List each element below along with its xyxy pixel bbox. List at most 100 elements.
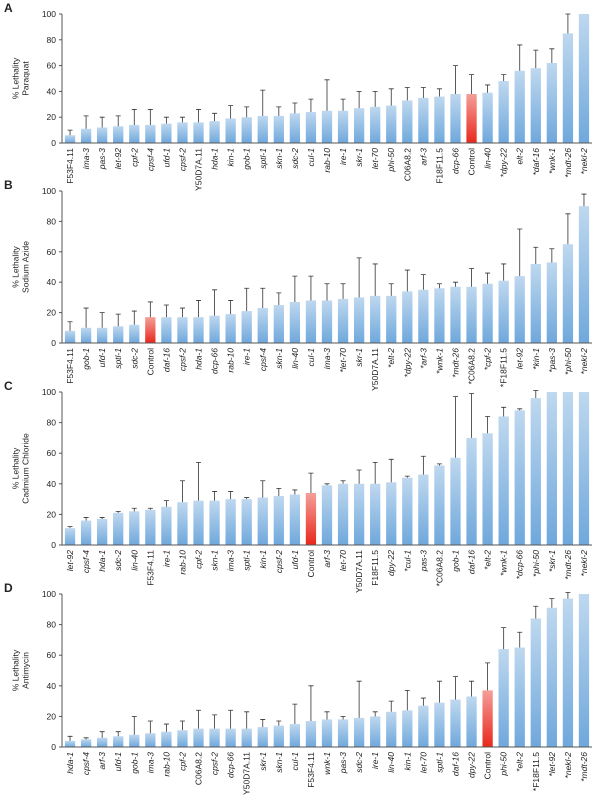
x-tick-label: cul-1 (306, 148, 316, 167)
bar (177, 122, 188, 143)
x-tick-label: rab-10 (177, 550, 187, 575)
bar (161, 123, 172, 143)
x-tick-label: F53F4.11 (65, 148, 75, 184)
error-bar (131, 109, 137, 125)
bar (241, 499, 252, 545)
x-tick-label: pas-3 (97, 148, 107, 171)
x-tick-label: *C06A8.2 (467, 348, 477, 385)
bar (305, 720, 317, 747)
x-tick-label: Control (306, 550, 316, 578)
bar (450, 93, 461, 143)
error-bar (115, 313, 121, 327)
bar (80, 739, 92, 747)
bar (305, 112, 317, 143)
x-tick-label: wnk-1 (322, 752, 332, 775)
bar (209, 315, 220, 343)
error-bar (147, 507, 153, 510)
y-tick-label: 60 (47, 448, 57, 458)
error-bar (212, 714, 218, 729)
x-tick-label: *dcp-66 (515, 550, 525, 580)
x-tick-label: sptl-1 (113, 348, 123, 369)
bar (97, 127, 108, 143)
bar (225, 499, 236, 545)
y-tick-label: 80 (47, 35, 57, 45)
error-bar (517, 228, 523, 277)
bar (370, 716, 381, 747)
bar (113, 126, 124, 143)
x-tick-label: sdc-2 (354, 752, 364, 773)
bar (434, 288, 445, 343)
y-tick-label: 40 (47, 86, 57, 96)
bar (145, 509, 156, 545)
x-tick-label: cpsf-2 (177, 348, 187, 371)
y-axis-title: % Lethality (10, 57, 20, 99)
x-tick-label: ire-1 (370, 752, 380, 769)
bar (434, 96, 445, 143)
bar (257, 727, 268, 747)
x-tick-label: sdc-2 (129, 348, 139, 369)
error-bar (131, 507, 137, 512)
error-bar (99, 116, 105, 128)
x-tick-label: rab-10 (226, 348, 236, 373)
x-tick-label: *let-92 (547, 752, 557, 777)
bar (273, 115, 284, 143)
x-tick-label: skn-1 (274, 752, 284, 773)
bar (225, 314, 236, 343)
error-bar (308, 275, 314, 301)
y-tick-label: 20 (47, 509, 57, 519)
y-tick-label: 80 (47, 620, 57, 630)
x-tick-label: lin-40 (386, 752, 396, 773)
x-tick-label: lin-40 (290, 348, 300, 369)
x-tick-label: ufd-1 (290, 550, 300, 570)
y-axis-title: Sodium Azide (20, 241, 30, 293)
bar (386, 105, 397, 143)
y-tick-label: 0 (51, 742, 56, 752)
bar (337, 719, 349, 747)
error-bar (83, 737, 89, 740)
bar (193, 728, 204, 747)
y-tick-label: 60 (47, 247, 57, 257)
bar (450, 457, 461, 545)
bar (209, 500, 220, 545)
x-tick-label: ufd-1 (113, 752, 123, 772)
error-bar (244, 711, 250, 729)
error-bar (212, 112, 218, 122)
bar (562, 598, 574, 747)
x-tick-label: *wnk-1 (547, 148, 557, 174)
y-tick-label: 40 (47, 681, 57, 691)
x-tick-label: hda-1 (210, 148, 220, 170)
bar (289, 113, 301, 143)
x-tick-label: gob-1 (242, 148, 252, 170)
error-bar (565, 13, 571, 34)
bar (450, 286, 461, 343)
x-tick-label: cpsf-4 (81, 550, 91, 573)
bar (353, 297, 365, 343)
error-bar (99, 312, 105, 328)
error-bar (228, 491, 234, 500)
x-tick-label: C06A8.2 (194, 752, 204, 785)
error-bar (388, 283, 394, 296)
x-tick-label: skr-1 (354, 148, 364, 167)
bar (289, 494, 301, 545)
bar (386, 711, 397, 747)
error-bar (196, 300, 202, 318)
error-bar (324, 79, 330, 111)
x-tick-label: Control (483, 752, 493, 780)
bar (530, 618, 541, 747)
error-bar (99, 731, 105, 738)
x-tick-label: *mdt-26 (563, 148, 573, 178)
y-tick-label: 40 (47, 277, 57, 287)
bar (402, 710, 413, 747)
bar (434, 465, 445, 545)
bar (562, 392, 574, 545)
bar (113, 736, 124, 747)
bar (450, 699, 461, 747)
bar (193, 317, 204, 343)
bar (337, 298, 349, 343)
error-bar (179, 480, 185, 503)
x-tick-label: Y50D7A.11 (242, 752, 252, 795)
error-bar (436, 680, 442, 703)
x-tick-label: gob-1 (81, 348, 91, 370)
x-tick-label: daf-16 (450, 752, 460, 776)
x-tick-label: ima-3 (322, 348, 332, 370)
